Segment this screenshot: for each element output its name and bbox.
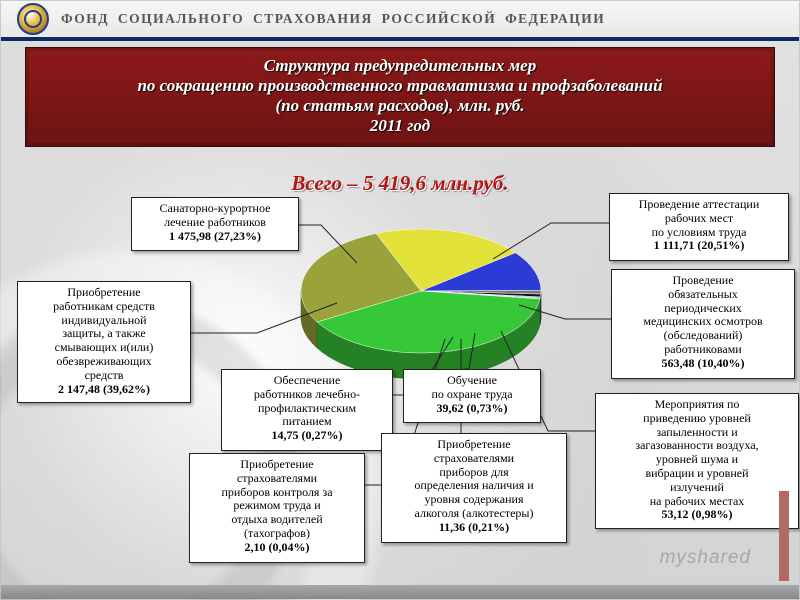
title-line-4: 2011 год [36,116,764,136]
callout-attestation: Проведение аттестациирабочих местпо усло… [609,193,789,261]
top-bar: ФОНД СОЦИАЛЬНОГО СТРАХОВАНИЯ РОССИЙСКОЙ … [1,1,799,41]
fss-logo-icon [17,3,49,35]
callout-airnoise: Мероприятия поприведению уровнейзапыленн… [595,393,799,529]
callout-ppe: Приобретениеработникам средствиндивидуал… [17,281,191,403]
org-name: ФОНД СОЦИАЛЬНОГО СТРАХОВАНИЯ РОССИЙСКОЙ … [61,11,605,27]
title-line-3: (по статьям расходов), млн. руб. [36,96,764,116]
callout-training: Обучениепо охране труда39,62 (0,73%) [403,369,541,423]
title-block: Структура предупредительных мер по сокра… [25,47,775,147]
callout-alcotest: Приобретениестрахователямиприборов дляоп… [381,433,567,543]
slide-frame: ФОНД СОЦИАЛЬНОГО СТРАХОВАНИЯ РОССИЙСКОЙ … [0,0,800,600]
callout-tacho: Приобретениестрахователямиприборов контр… [189,453,365,563]
title-line-1: Структура предупредительных мер [36,56,764,76]
footer-strip [1,585,799,599]
title-line-2: по сокращению производственного травмати… [36,76,764,96]
callout-medexam: Проведениеобязательныхпериодическихмедиц… [611,269,795,379]
watermark: myshared [660,547,751,569]
side-accent-bar [779,491,789,581]
callout-sanatorium: Санаторно-курортноелечение работников1 4… [131,197,299,251]
callout-nutrition: Обеспечениеработников лечебно-профилакти… [221,369,393,451]
